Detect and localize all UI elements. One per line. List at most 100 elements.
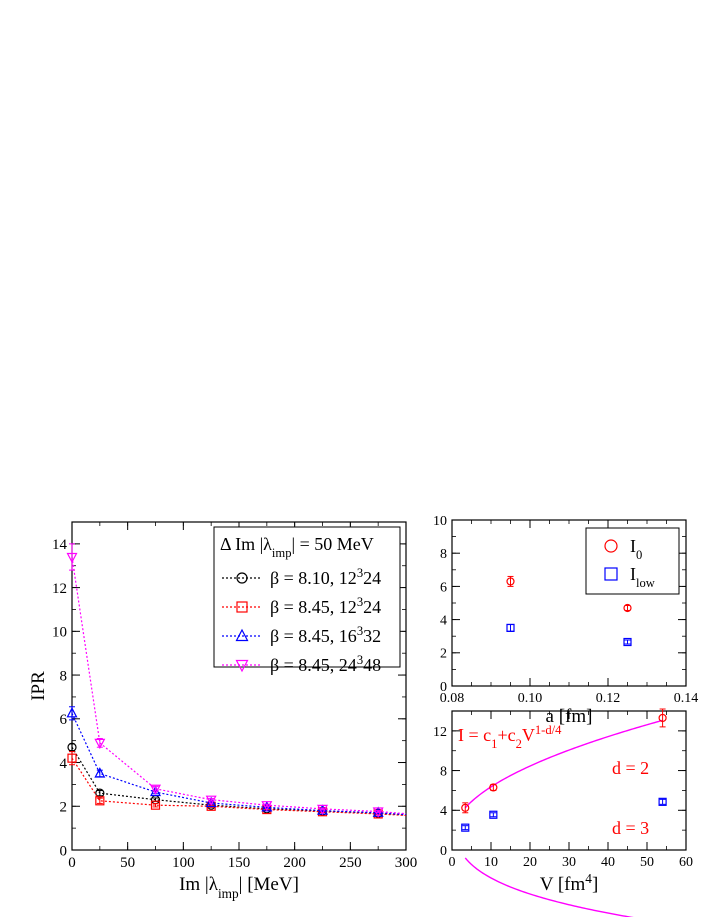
legend-box [585, 527, 680, 595]
x-tick-label: 0.12 [596, 691, 621, 706]
data-point [94, 767, 106, 778]
legend-marker [235, 628, 249, 642]
data-point [506, 623, 515, 633]
y-tick-label: 12 [433, 725, 447, 740]
legend-item: β = 8.45, 12324 [222, 595, 381, 617]
y-tick-label: 8 [60, 668, 68, 684]
fit-formula: I = c1+c2V1-d/4 [458, 723, 562, 751]
legend-label: Ilow [630, 564, 656, 590]
y-tick-label: 8 [440, 547, 447, 562]
x-tick-label: 20 [523, 855, 537, 870]
data-point [261, 801, 273, 812]
x-tick-label: 0 [449, 855, 456, 870]
x-axis-label: Im |λimp| [MeV] [179, 874, 299, 901]
data-point [205, 796, 217, 808]
legend-marker [604, 567, 618, 581]
error-bar [69, 543, 75, 571]
data-point [623, 603, 632, 613]
x-tick-label: 40 [601, 855, 615, 870]
legend-label: β = 8.45, 12324 [270, 595, 381, 617]
data-point [658, 713, 667, 723]
series-1 [461, 708, 667, 814]
series-4 [66, 543, 407, 818]
data-point [461, 803, 470, 812]
data-point [373, 809, 383, 819]
x-tick-label: 300 [395, 855, 418, 871]
series-2 [67, 751, 407, 819]
x-tick-label: 0.10 [518, 691, 543, 706]
series-1 [506, 575, 632, 613]
error-bar [96, 797, 103, 804]
data-point [205, 795, 217, 806]
data-point [95, 796, 105, 806]
x-tick-label: 0 [68, 855, 76, 871]
y-tick-label: 10 [52, 625, 67, 641]
legend-label: β = 8.45, 24348 [270, 653, 381, 675]
x-tick-label: 60 [679, 855, 693, 870]
data-point [461, 823, 470, 832]
legend-label: β = 8.10, 12324 [270, 566, 381, 588]
legend-item: I0 [604, 536, 642, 562]
legend-item: Ilow [604, 564, 656, 590]
x-tick-label: 30 [562, 855, 576, 870]
legend: Δ Im |λimp| = 50 MeV β = 8.10, 12324 β = 8… [213, 526, 401, 675]
data-point [489, 810, 498, 819]
x-tick-label: 50 [640, 855, 654, 870]
legend-marker [236, 572, 248, 584]
ticks [451, 710, 687, 851]
x-tick-label: 150 [228, 855, 251, 871]
data-point [317, 804, 328, 816]
y-tick-label: 6 [60, 712, 68, 728]
legend-label: I0 [630, 536, 642, 562]
x-axis-label: V [fm4] [540, 871, 599, 896]
y-tick-label: 0 [440, 844, 447, 859]
legend-marker [236, 601, 248, 613]
ipr-panel: 0 50 100 150 200 250 300 0 2 4 6 8 10 12 14 Im |λimp| [… [28, 521, 418, 901]
series-3 [66, 706, 407, 817]
x-tick-label: 0.08 [440, 691, 465, 706]
y-tick-label: 14 [52, 537, 68, 553]
y-tick-label: 0 [440, 680, 447, 695]
legend-marker [604, 539, 618, 553]
y-axis-label: IPR [28, 671, 49, 701]
legend-item: β = 8.45, 24348 [222, 653, 381, 675]
error-bar [659, 798, 666, 805]
y-tick-label: 12 [52, 581, 67, 597]
error-bar [507, 624, 514, 632]
series-2 [506, 623, 632, 647]
legend-title: Δ Im |λimp| = 50 MeV [220, 534, 374, 560]
y-tick-label: 4 [60, 756, 68, 772]
y-tick-label: 0 [60, 843, 68, 859]
x-tick-label: 200 [283, 855, 306, 871]
series-line [71, 556, 407, 815]
annotation-d2: d = 2 [612, 758, 649, 778]
y-tick-label: 4 [440, 614, 447, 629]
x-tick-label: 50 [120, 855, 135, 871]
data-point [150, 800, 161, 810]
legend-item: β = 8.45, 16332 [222, 624, 381, 646]
y-tick-label: 2 [440, 647, 447, 662]
x-tick-label: 100 [172, 855, 195, 871]
y-tick-label: 10 [433, 514, 447, 529]
data-point [94, 738, 106, 750]
error-bar [659, 708, 666, 728]
y-tick-label: 8 [440, 764, 447, 779]
data-point [372, 807, 384, 818]
x-tick-label: 250 [339, 855, 362, 871]
series-line [71, 746, 407, 816]
y-tick-label: 6 [440, 580, 447, 595]
volume-panel: 0 10 20 30 40 50 60 0 4 8 12 V [fm4] I = c1+c2V1-d/4… [433, 708, 693, 917]
error-bar [490, 812, 497, 818]
y-tick-label: 4 [440, 804, 447, 819]
x-tick-label: 0.14 [674, 691, 699, 706]
x-tick-label: 10 [484, 855, 498, 870]
data-point [66, 552, 78, 564]
legend-box [213, 526, 401, 668]
data-point [66, 707, 78, 718]
fit-curve [464, 719, 663, 809]
legend-marker [235, 659, 249, 673]
y-tick-label: 2 [60, 800, 68, 816]
